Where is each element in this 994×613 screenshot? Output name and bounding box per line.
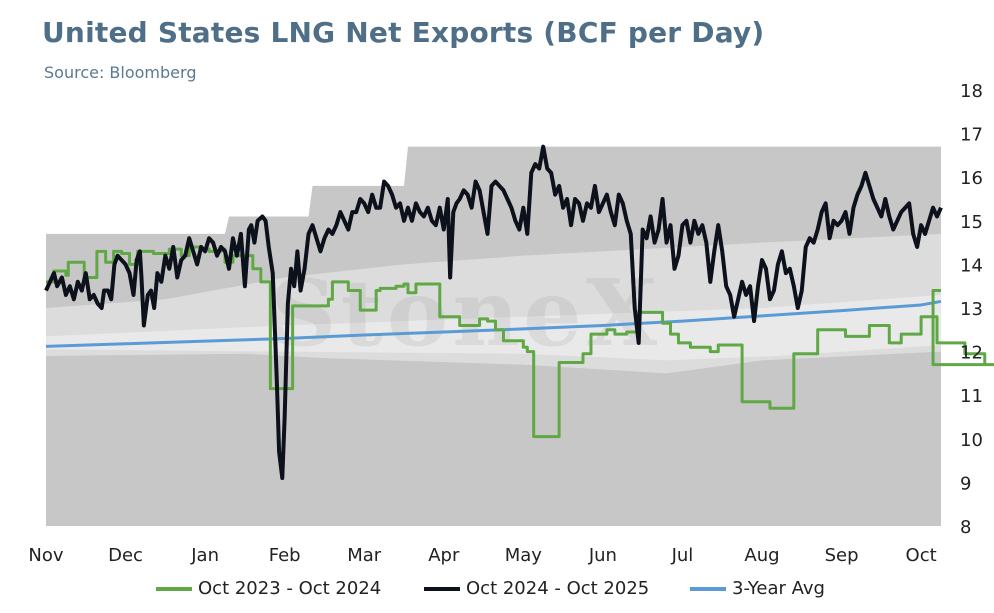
legend-label-avg: 3-Year Avg: [732, 578, 825, 599]
y-tick-label: 16: [960, 168, 983, 189]
x-tick-label: Apr: [428, 545, 460, 566]
x-tick-label: Jan: [190, 545, 219, 566]
y-tick-label: 8: [960, 517, 971, 538]
y-tick-label: 12: [960, 343, 983, 364]
y-tick-label: 11: [960, 386, 983, 407]
legend-label-2024: Oct 2024 - Oct 2025: [466, 578, 650, 599]
x-tick-label: Sep: [825, 545, 859, 566]
series-line-2023: [46, 245, 994, 439]
y-tick-label: 17: [960, 125, 983, 146]
x-tick-label: Jun: [588, 545, 617, 566]
y-axis-ticks: 8 9 10 11 12 13 14 15 16 17 18: [960, 81, 983, 538]
y-tick-label: 9: [960, 473, 971, 494]
legend-item-2023: Oct 2023 - Oct 2024: [156, 578, 381, 599]
legend-swatch-2024: [424, 586, 460, 591]
legend-label-2023: Oct 2023 - Oct 2024: [198, 578, 382, 599]
chart-source: Source: Bloomberg: [44, 63, 197, 82]
legend-item-avg: 3-Year Avg: [690, 578, 825, 599]
x-tick-label: Dec: [108, 545, 143, 566]
x-tick-label: Feb: [269, 545, 301, 566]
y-tick-label: 14: [960, 255, 983, 276]
series-lines: [44, 144, 994, 481]
x-tick-label: Nov: [28, 545, 63, 566]
watermark-text: StoneX: [270, 259, 661, 367]
series-line-3yr-avg: [45, 299, 942, 348]
x-tick-label: Aug: [744, 545, 779, 566]
y-tick-label: 13: [960, 299, 983, 320]
legend-item-2024: Oct 2024 - Oct 2025: [424, 578, 649, 599]
legend: Oct 2023 - Oct 2024 Oct 2024 - Oct 2025 …: [0, 578, 994, 608]
x-tick-label: Jul: [671, 545, 694, 566]
series-line-2024: [44, 144, 943, 481]
y-tick-label: 18: [960, 81, 983, 102]
chart-title: United States LNG Net Exports (BCF per D…: [42, 16, 765, 49]
x-tick-label: May: [505, 545, 543, 566]
y-tick-label: 10: [960, 430, 983, 451]
y-tick-label: 15: [960, 212, 983, 233]
legend-swatch-2023: [156, 586, 192, 591]
x-tick-label: Oct: [906, 545, 937, 566]
legend-swatch-avg: [690, 586, 726, 591]
x-tick-label: Mar: [347, 545, 382, 566]
x-axis-ticks: Nov Dec Jan Feb Mar Apr May Jun Jul Aug Sep Oct: [28, 545, 936, 566]
